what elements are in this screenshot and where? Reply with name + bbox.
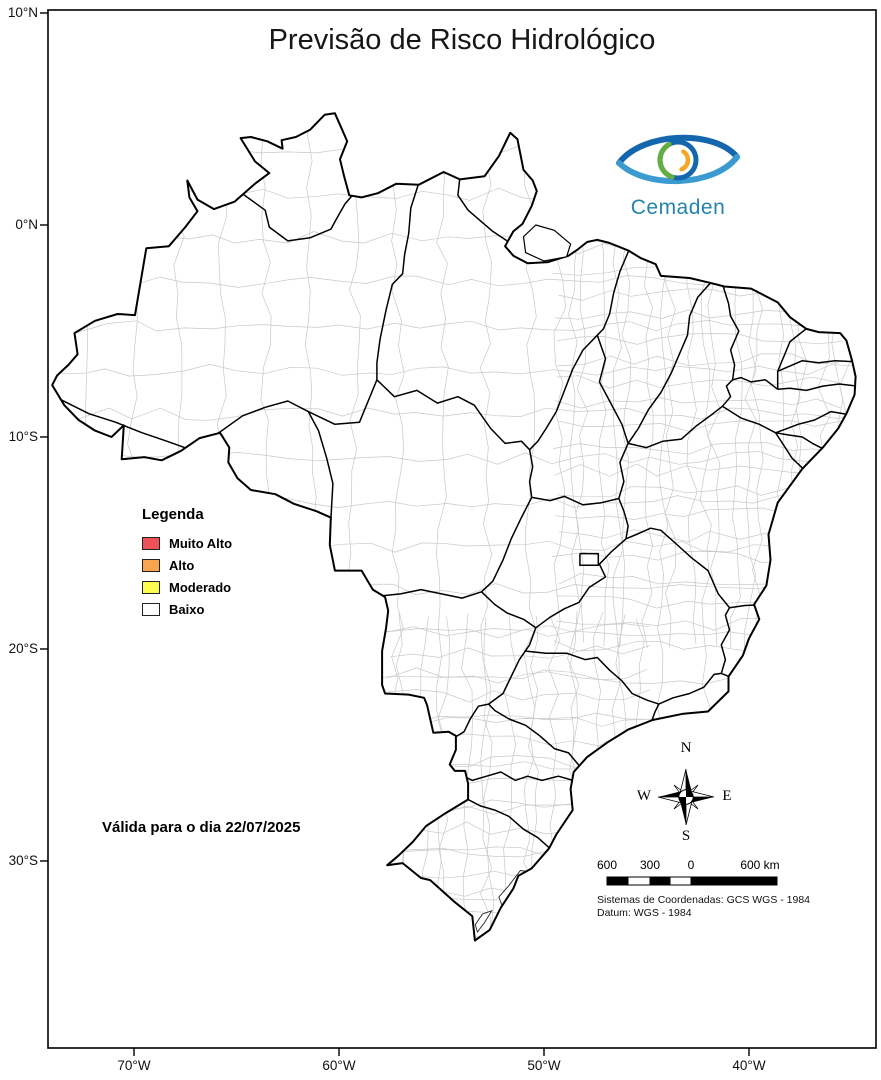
compass-rose bbox=[657, 768, 715, 826]
legend-item: Moderado bbox=[142, 579, 232, 595]
legend: Legenda Muito Alto Alto Moderado Baixo bbox=[142, 506, 232, 624]
page-title: Previsão de Risco Hidrológico bbox=[268, 24, 656, 56]
legend-item-label: Baixo bbox=[169, 601, 205, 617]
validity-note: Válida para o dia 22/07/2025 bbox=[102, 819, 301, 836]
scalebar-label-600-km: 600 km bbox=[740, 858, 780, 872]
cemaden-wordmark: Cemaden bbox=[630, 196, 726, 219]
legend-item: Baixo bbox=[142, 601, 232, 617]
legend-item: Alto bbox=[142, 557, 232, 573]
credits-line-2: Datum: WGS - 1984 bbox=[597, 906, 692, 919]
lon-tick-label: 50°W bbox=[527, 1058, 561, 1073]
compass-north-label: N bbox=[680, 740, 692, 756]
lat-tick-label: 10°N bbox=[7, 5, 38, 20]
scalebar-label-300: 300 bbox=[639, 858, 661, 872]
scalebar-label-600-left: 600 bbox=[596, 858, 618, 872]
legend-items: Muito Alto Alto Moderado Baixo bbox=[142, 535, 233, 617]
compass-west-label: W bbox=[636, 788, 652, 804]
legend-swatch bbox=[142, 602, 160, 616]
lat-tick-label: 10°S bbox=[8, 429, 38, 444]
lon-tick-label: 70°W bbox=[117, 1058, 151, 1073]
credits-line-1: Sistemas de Coordenadas: GCS WGS - 1984 bbox=[597, 894, 811, 906]
legend-item: Muito Alto bbox=[142, 535, 233, 551]
legend-swatch bbox=[142, 580, 160, 594]
compass-south-label: S bbox=[681, 828, 691, 844]
legend-item-label: Moderado bbox=[169, 579, 232, 595]
legend-swatch bbox=[142, 536, 160, 550]
coordinate-system-credits: Sistemas de Coordenadas: GCS WGS - 1984 … bbox=[597, 894, 810, 919]
lat-tick-label: 30°S bbox=[8, 853, 38, 868]
cemaden-eye-icon bbox=[616, 134, 740, 184]
lat-tick-label: 20°S bbox=[8, 641, 38, 656]
legend-title: Legenda bbox=[142, 506, 204, 523]
legend-item-label: Alto bbox=[169, 557, 195, 573]
scalebar-label-0: 0 bbox=[687, 858, 695, 872]
cemaden-logo: Cemaden bbox=[612, 124, 744, 220]
lat-tick-label: 0°N bbox=[15, 217, 38, 232]
lon-tick-label: 60°W bbox=[322, 1058, 356, 1073]
compass-east-label: E bbox=[722, 788, 732, 804]
legend-item-label: Muito Alto bbox=[169, 535, 233, 551]
lon-tick-label: 40°W bbox=[732, 1058, 766, 1073]
legend-swatch bbox=[142, 558, 160, 572]
scale-bar bbox=[606, 876, 778, 886]
